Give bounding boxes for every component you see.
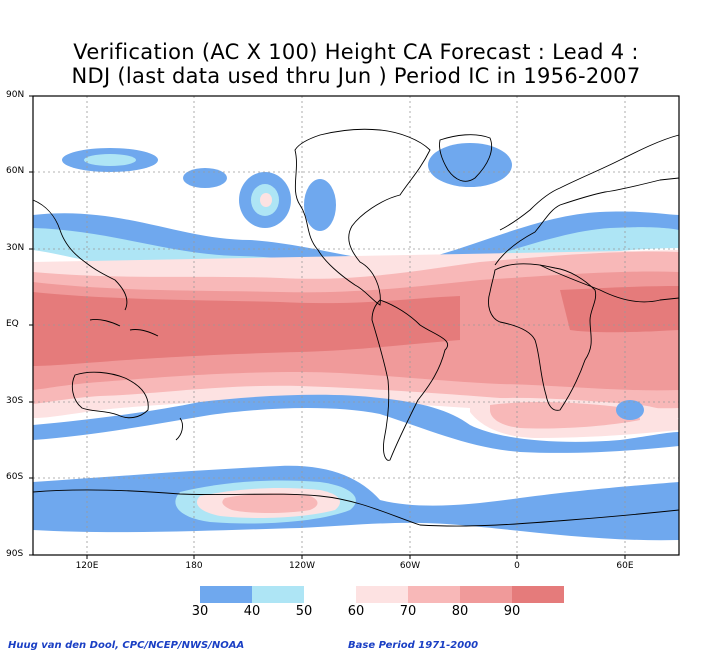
lon-label-0: 0 xyxy=(514,561,520,571)
coastlines xyxy=(32,128,680,527)
coast-australia xyxy=(71,371,149,419)
shade-30-sh-indian-spot xyxy=(616,400,644,420)
coast-indonesia xyxy=(89,319,159,337)
colorbar-box-2 xyxy=(304,586,356,603)
colorbar-box-6 xyxy=(512,586,564,603)
shade-70-sh-blob xyxy=(490,402,640,429)
shade-90-band xyxy=(33,292,460,366)
lon-label-60e: 60E xyxy=(616,561,634,571)
map-title-line-1: Verification (AC X 100) Height CA Foreca… xyxy=(73,40,639,64)
shade-30-nh-canada xyxy=(304,179,336,231)
footer-base-period: Base Period 1971-2000 xyxy=(348,640,479,651)
lat-label-90s: 90S xyxy=(6,549,24,559)
lat-label-60n: 60N xyxy=(6,166,25,176)
colorbar-box-4 xyxy=(408,586,460,603)
lon-label-120w: 120W xyxy=(288,561,316,571)
lat-label-30n: 30N xyxy=(6,243,25,253)
axis-ticks xyxy=(29,95,626,559)
coast-antarctica xyxy=(32,489,680,527)
coast-new-zealand xyxy=(175,417,183,441)
colorbar-label-80: 80 xyxy=(451,604,469,619)
colorbar-label-90: 90 xyxy=(503,604,521,619)
colorbar-box-0 xyxy=(200,586,252,603)
shade-30-nh-greenland xyxy=(428,143,512,187)
shaded-field xyxy=(33,96,679,555)
coast-eurasia xyxy=(494,134,680,303)
colorbar-label-40: 40 xyxy=(243,604,261,619)
lon-label-120e: 120E xyxy=(75,561,99,571)
colorbar-label-50: 50 xyxy=(295,604,313,619)
grid-lines xyxy=(33,96,679,555)
colorbar-box-5 xyxy=(460,586,512,603)
shade-40-nh-siberia xyxy=(84,154,136,166)
footer-credit: Huug van den Dool, CPC/NCEP/NWS/NOAA xyxy=(8,640,245,651)
lat-label-30s: 30S xyxy=(6,396,24,406)
coast-north-america xyxy=(294,128,431,306)
colorbar-box-1 xyxy=(252,586,304,603)
coast-africa xyxy=(488,263,597,411)
lat-label-90n: 90N xyxy=(6,90,25,100)
coast-south-america xyxy=(371,299,448,461)
colorbar-box-3 xyxy=(356,586,408,603)
colorbar-label-30: 30 xyxy=(191,604,209,619)
map-title-line-2: NDJ (last data used thru Jun ) Period IC… xyxy=(71,64,641,88)
colorbar-label-60: 60 xyxy=(347,604,365,619)
shade-70-antarctic xyxy=(222,493,318,513)
coast-greenland xyxy=(439,134,493,182)
shade-30-sh-band xyxy=(33,394,679,453)
lon-label-180: 180 xyxy=(185,561,203,571)
lon-label-60w: 60W xyxy=(399,561,421,571)
lat-label-eq: EQ xyxy=(6,319,19,329)
lat-label-60s: 60S xyxy=(6,472,24,482)
shade-60-nh-alaska xyxy=(260,193,272,207)
colorbar-label-70: 70 xyxy=(399,604,417,619)
coast-asia-east xyxy=(32,199,128,311)
